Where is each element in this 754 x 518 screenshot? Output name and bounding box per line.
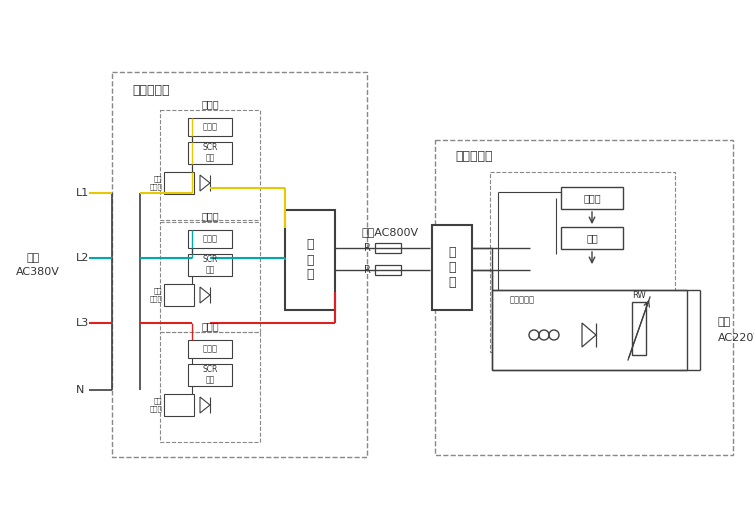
Text: 控制板: 控制板 [203,344,217,353]
Bar [375,243,401,253]
Text: 补偿变压器: 补偿变压器 [510,295,535,305]
Text: L3: L3 [76,318,89,328]
Bar [188,118,232,136]
Text: 控制板: 控制板 [203,235,217,243]
Bar [164,172,194,194]
Text: 隔离转换器: 隔离转换器 [455,150,492,163]
Text: 传输AC800V: 传输AC800V [361,227,418,237]
Text: 补偿
变压器: 补偿 变压器 [149,288,162,302]
Bar [164,284,194,306]
Text: 控制板: 控制板 [583,193,601,203]
Text: RW: RW [632,291,646,299]
Bar [432,225,472,310]
Text: SCR
模块: SCR 模块 [202,255,218,275]
Text: 电源发生器: 电源发生器 [132,84,170,97]
Bar [285,210,335,310]
Bar [490,172,675,352]
Text: 稳压器: 稳压器 [201,211,219,221]
Text: 输入: 输入 [26,253,40,263]
Bar [435,140,733,455]
Bar [188,364,232,386]
Text: 补偿
变压器: 补偿 变压器 [149,176,162,190]
Text: SCR
模块: SCR 模块 [202,143,218,163]
Bar [492,290,687,370]
Bar [375,265,401,275]
Bar [160,110,260,220]
Text: 电机: 电机 [586,233,598,243]
Text: L1: L1 [76,188,89,198]
Text: 补偿
变压器: 补偿 变压器 [149,398,162,412]
Bar [561,227,623,249]
Text: N: N [76,385,84,395]
Bar [160,222,260,332]
Text: R: R [363,243,370,253]
Text: 控制板: 控制板 [203,122,217,132]
Text: 稳压器: 稳压器 [201,321,219,331]
Text: R: R [363,265,370,275]
Text: AC380V: AC380V [16,267,60,277]
Bar [160,332,260,442]
Text: AC220V: AC220V [718,333,754,343]
Bar [561,187,623,209]
Text: 降
压
器: 降 压 器 [448,246,455,289]
Text: 输出: 输出 [718,317,731,327]
Bar [632,302,646,355]
Bar [188,340,232,358]
Bar [188,254,232,276]
Bar [112,72,367,457]
Text: SCR
模块: SCR 模块 [202,365,218,385]
Text: L2: L2 [76,253,90,263]
Bar [164,394,194,416]
Bar [188,230,232,248]
Text: 升
压
器: 升 压 器 [306,238,314,281]
Bar [188,142,232,164]
Text: 稳压器: 稳压器 [201,99,219,109]
